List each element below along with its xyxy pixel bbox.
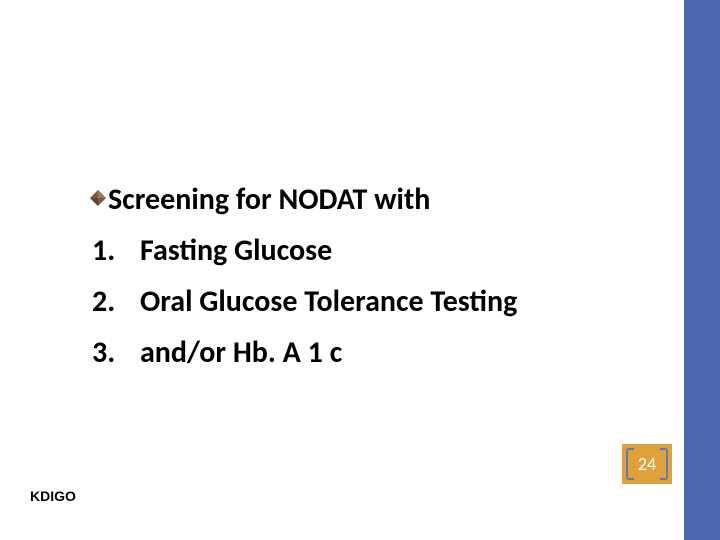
- bracket-right-icon: [660, 448, 668, 480]
- numbered-list: 1. Fasting Glucose 2. Oral Glucose Toler…: [92, 232, 660, 371]
- heading-row: Screening for NODAT with: [90, 182, 660, 218]
- list-text: Fasting Glucose: [140, 232, 332, 269]
- list-number: 1.: [92, 232, 140, 269]
- list-item: 2. Oral Glucose Tolerance Testing: [92, 283, 660, 320]
- list-text: Oral Glucose Tolerance Testing: [140, 283, 517, 320]
- page-number: 24: [638, 453, 656, 475]
- list-item: 1. Fasting Glucose: [92, 232, 660, 269]
- heading-text: Screening for NODAT with: [108, 182, 430, 218]
- list-number: 3.: [92, 334, 140, 371]
- list-text: and/or Hb. A 1 c: [140, 334, 342, 371]
- diamond-bullet-icon: [90, 190, 106, 206]
- page-number-badge: 24: [622, 444, 672, 484]
- slide-content: Screening for NODAT with 1. Fasting Gluc…: [90, 182, 660, 385]
- bracket-left-icon: [626, 448, 634, 480]
- list-item: 3. and/or Hb. A 1 c: [92, 334, 660, 371]
- footer-label: KDIGO: [30, 488, 76, 504]
- right-accent-stripe: [684, 0, 720, 540]
- list-number: 2.: [92, 283, 140, 320]
